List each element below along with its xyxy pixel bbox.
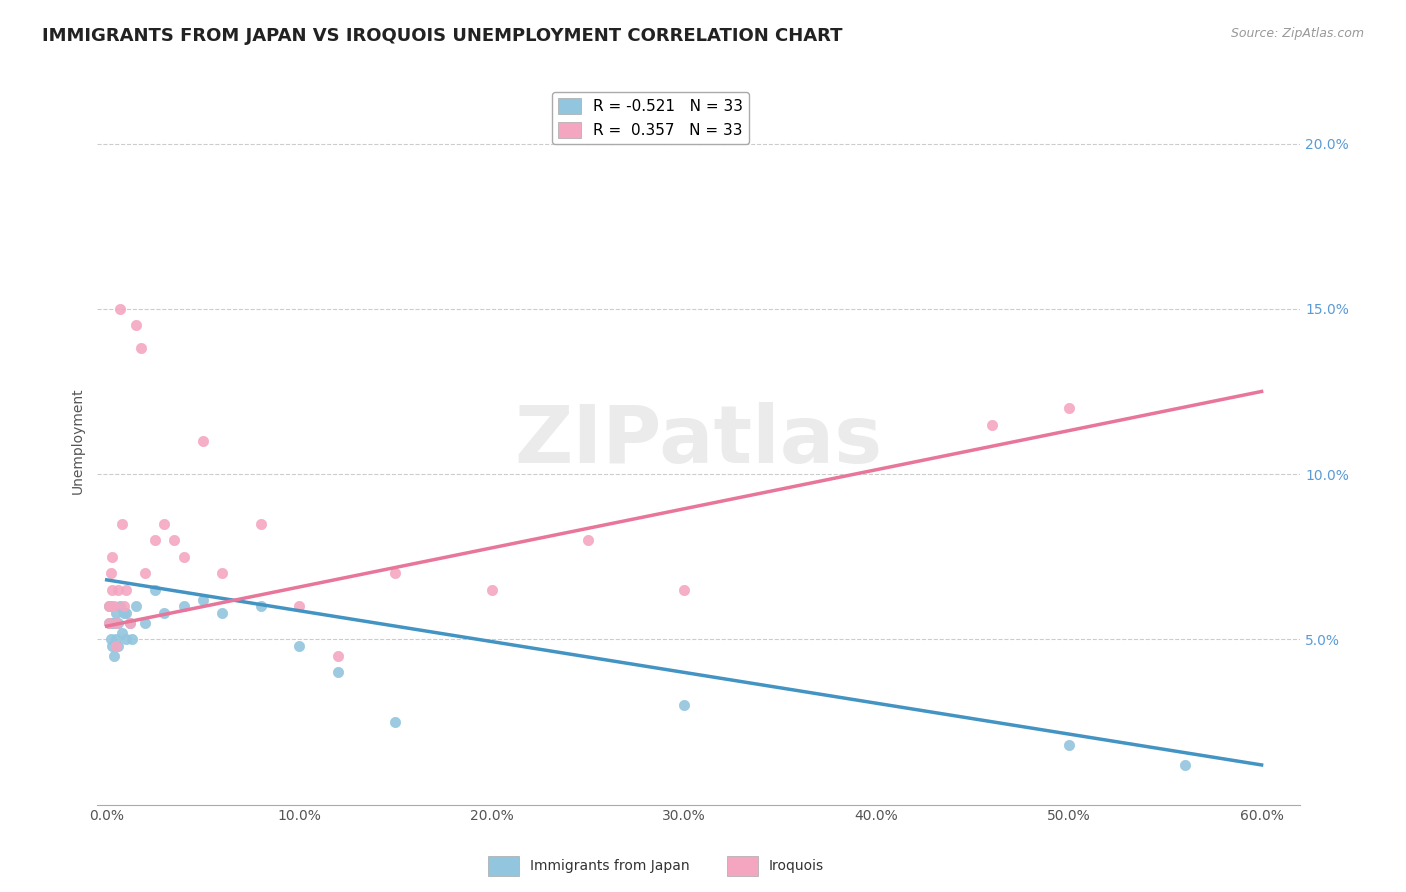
Point: [111, 625, 134, 640]
Point: [103, 648, 125, 663]
Point: [100, 566, 122, 581]
Point: [326, 665, 349, 680]
Point: [673, 698, 696, 713]
Point: [100, 615, 122, 630]
Point: [107, 615, 129, 630]
Point: [673, 582, 696, 597]
Point: [288, 639, 311, 653]
Point: [249, 516, 271, 531]
Point: [101, 615, 124, 630]
Text: Source: ZipAtlas.com: Source: ZipAtlas.com: [1230, 27, 1364, 40]
Point: [163, 533, 186, 548]
Point: [115, 606, 138, 620]
Point: [100, 632, 122, 647]
Point: [105, 632, 128, 647]
Point: [107, 639, 129, 653]
Point: [143, 582, 166, 597]
Legend: R = -0.521   N = 33, R =  0.357   N = 33: R = -0.521 N = 33, R = 0.357 N = 33: [551, 93, 749, 145]
Point: [326, 648, 349, 663]
Point: [153, 606, 176, 620]
Point: [121, 632, 143, 647]
Text: Iroquois: Iroquois: [769, 859, 824, 873]
Point: [112, 599, 135, 614]
Point: [1057, 738, 1080, 752]
Point: [211, 566, 233, 581]
Point: [249, 599, 271, 614]
Point: [108, 301, 131, 316]
Text: ZIPatlas: ZIPatlas: [515, 402, 883, 480]
Point: [384, 714, 406, 729]
Text: Immigrants from Japan: Immigrants from Japan: [530, 859, 689, 873]
Point: [97, 599, 120, 614]
Point: [124, 318, 146, 333]
Point: [111, 516, 134, 531]
Point: [153, 516, 176, 531]
Y-axis label: Unemployment: Unemployment: [72, 388, 86, 494]
Point: [211, 606, 233, 620]
Point: [112, 606, 135, 620]
Point: [97, 599, 120, 614]
Point: [101, 582, 124, 597]
Point: [115, 632, 138, 647]
Point: [108, 599, 131, 614]
Point: [105, 606, 128, 620]
Point: [100, 599, 122, 614]
Point: [134, 615, 156, 630]
Point: [97, 615, 120, 630]
Point: [107, 582, 129, 597]
Point: [143, 533, 166, 548]
Point: [1057, 401, 1080, 415]
Point: [981, 417, 1004, 432]
Point: [481, 582, 503, 597]
Point: [118, 615, 141, 630]
Point: [105, 639, 128, 653]
Point: [105, 615, 128, 630]
Point: [191, 434, 214, 448]
Point: [134, 566, 156, 581]
Point: [103, 615, 125, 630]
Point: [191, 592, 214, 607]
Point: [103, 599, 125, 614]
Point: [101, 639, 124, 653]
Point: [173, 599, 195, 614]
Point: [576, 533, 599, 548]
Point: [288, 599, 311, 614]
Point: [118, 615, 141, 630]
Point: [131, 342, 153, 356]
Point: [384, 566, 406, 581]
Point: [115, 582, 138, 597]
Point: [124, 599, 146, 614]
Point: [1174, 758, 1197, 772]
Point: [101, 549, 124, 564]
Point: [97, 615, 120, 630]
Point: [173, 549, 195, 564]
Text: IMMIGRANTS FROM JAPAN VS IROQUOIS UNEMPLOYMENT CORRELATION CHART: IMMIGRANTS FROM JAPAN VS IROQUOIS UNEMPL…: [42, 27, 842, 45]
